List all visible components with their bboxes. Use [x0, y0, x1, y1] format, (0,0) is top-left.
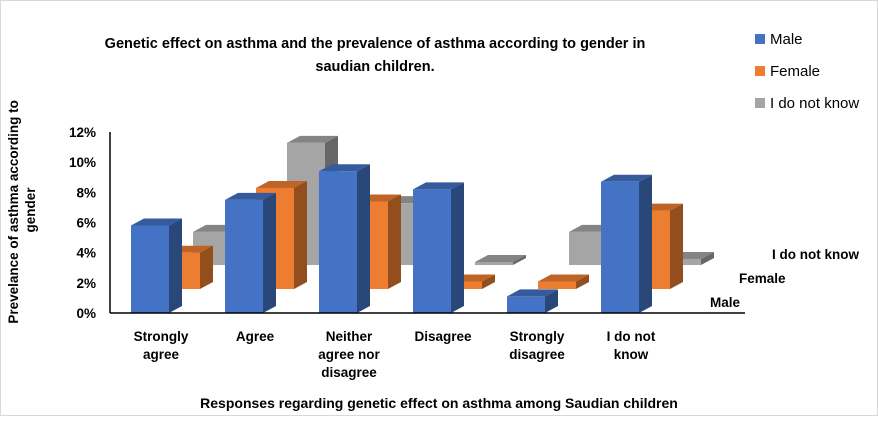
bar-side-face [513, 255, 526, 265]
x-tick-label: disagree [321, 365, 377, 380]
bar-side-face [701, 251, 714, 265]
bar-front-face [225, 199, 263, 313]
bar-i-do-not-know [475, 255, 526, 265]
bar-female [538, 274, 589, 289]
bar-top-face [475, 255, 526, 262]
legend-label: I do not know [770, 95, 859, 112]
bar-front-face [507, 296, 545, 313]
bar-side-face [482, 274, 495, 289]
legend-swatch [755, 34, 765, 44]
bar-side-face [169, 218, 182, 313]
bar-male [507, 289, 558, 313]
depth-axis-label: Male [710, 295, 741, 310]
bar-side-face [545, 289, 558, 313]
chart-title-line-1: Genetic effect on asthma and the prevale… [105, 36, 646, 52]
x-tick-label: agree [143, 347, 180, 362]
bar-top-face [413, 182, 464, 190]
bar-front-face [131, 225, 169, 313]
bar-top-face [131, 218, 182, 226]
bar-side-face [388, 194, 401, 289]
y-tick-label: 6% [76, 216, 96, 231]
bar-male [225, 192, 276, 313]
bar-top-face [538, 274, 589, 282]
bars-layer [131, 135, 714, 313]
y-tick-label: 12% [69, 125, 96, 140]
x-tick-labels: Strongly agree Agree Neither agree nor disagr… [134, 329, 656, 380]
bar-side-face [639, 174, 652, 313]
bar-top-face [287, 135, 338, 143]
bar-top-face [507, 289, 558, 297]
bar-front-face [538, 281, 576, 289]
x-axis-title: Responses regarding genetic effect on as… [200, 395, 678, 411]
x-tick-label: Disagree [414, 329, 472, 344]
bar-male [319, 164, 370, 313]
bar-side-face [670, 203, 683, 289]
legend: Male Female I do not know [755, 31, 859, 112]
x-tick-label: know [614, 347, 649, 362]
legend-label: Female [770, 63, 820, 80]
legend-swatch [755, 98, 765, 108]
y-tick-label: 10% [69, 155, 96, 170]
legend-label: Male [770, 31, 803, 48]
x-tick-label: I do not [607, 329, 656, 344]
bar-male [131, 218, 182, 313]
y-axis-title: Prevelance of asthma according to gender [6, 96, 38, 323]
bar-side-face [263, 192, 276, 313]
bar-top-face [319, 164, 370, 172]
bar-side-face [451, 182, 464, 313]
bar-front-face [413, 189, 451, 313]
legend-swatch [755, 66, 765, 76]
depth-axis-label: Female [739, 271, 786, 286]
x-tick-label: Strongly [134, 329, 189, 344]
x-tick-label: Strongly [510, 329, 565, 344]
x-tick-label: Neither [326, 329, 373, 344]
bar-front-face [319, 171, 357, 313]
bar-front-face [569, 231, 607, 265]
bar-side-face [357, 164, 370, 313]
bar-top-face [225, 192, 276, 200]
bar-top-face [256, 180, 307, 188]
x-tick-label: agree nor [318, 347, 380, 362]
depth-axis-labels: Male Female I do not know [710, 247, 859, 310]
bar-male [413, 182, 464, 313]
bar-side-face [200, 245, 213, 289]
y-tick-label: 8% [76, 185, 96, 200]
y-tick-label: 0% [76, 306, 96, 321]
bar-side-face [576, 274, 589, 289]
bar-front-face [475, 262, 513, 265]
y-tick-label: 4% [76, 246, 96, 261]
x-tick-label: disagree [509, 347, 565, 362]
x-tick-label: Agree [236, 329, 275, 344]
bar-front-face [601, 181, 639, 313]
bar-side-face [294, 180, 307, 289]
y-tick-label: 2% [76, 276, 96, 291]
chart-title-line-2: saudian children. [315, 59, 434, 75]
bar-top-face [601, 174, 652, 182]
bar-male [601, 174, 652, 313]
depth-axis-label: I do not know [772, 247, 859, 262]
y-tick-labels: 0% 2% 4% 6% 8% 10% 12% [69, 125, 96, 321]
